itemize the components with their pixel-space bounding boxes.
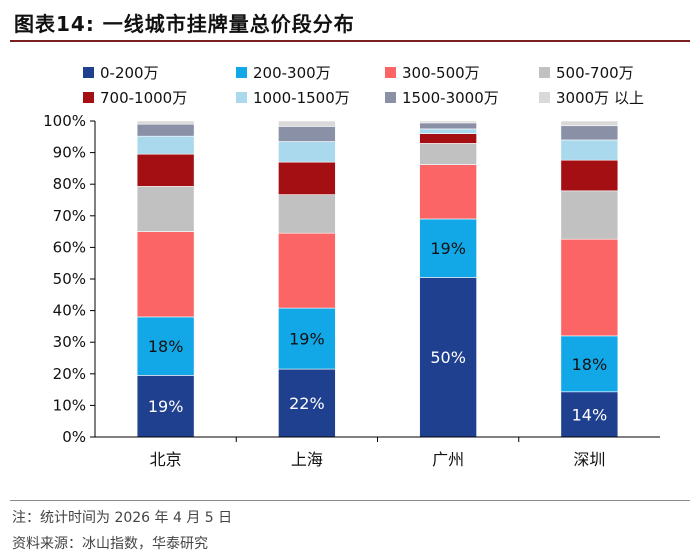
legend-item: 1000-1500万 <box>236 87 350 108</box>
title-divider <box>10 40 690 42</box>
data-label: 18% <box>148 337 184 356</box>
legend-swatch <box>83 67 94 78</box>
figure-title: 图表14: 一线城市挂牌量总价段分布 <box>14 12 355 36</box>
legend-swatch <box>539 92 550 103</box>
y-tick-label: 100% <box>43 112 86 130</box>
bar-segment <box>136 316 195 376</box>
legend-swatch <box>385 92 396 103</box>
legend-label: 1000-1500万 <box>253 89 350 107</box>
x-category-label: 广州 <box>432 450 464 469</box>
bar-segment <box>560 120 619 127</box>
legend-swatch <box>385 67 396 78</box>
legend-item: 200-300万 <box>236 62 331 83</box>
bar-segment <box>419 164 477 220</box>
legend-item: 300-500万 <box>385 62 480 83</box>
bar-segment <box>419 120 477 124</box>
legend-item: 700-1000万 <box>83 87 187 108</box>
legend-label: 500-700万 <box>556 64 634 82</box>
legend-swatch <box>236 67 247 78</box>
y-tick-label: 10% <box>53 396 86 414</box>
stacked-bar-chart: 0% 10% 20% 30% 40% 50% 60% 70% 80% 90% 100% 19% 18%… <box>43 112 660 469</box>
y-tick-label: 90% <box>53 144 86 162</box>
footer-divider <box>10 500 690 501</box>
y-tick-label: 40% <box>53 302 86 320</box>
data-label: 18% <box>572 355 608 374</box>
y-axis: 0% 10% 20% 30% 40% 50% 60% 70% 80% 90% 100% <box>43 112 96 446</box>
bar-segment <box>419 128 477 134</box>
bar-segment <box>136 231 195 318</box>
bar-segment <box>136 186 195 232</box>
y-tick-label: 80% <box>53 175 86 193</box>
legend-swatch <box>236 92 247 103</box>
bar-segment <box>278 307 336 370</box>
x-category-label: 上海 <box>291 450 323 469</box>
y-tick-label: 60% <box>53 238 86 256</box>
bar-segment <box>278 120 336 127</box>
legend-label: 1500-3000万 <box>402 89 499 107</box>
bar-segment <box>136 153 195 187</box>
legend-item: 0-200万 <box>83 62 159 83</box>
bar-segment <box>560 238 619 337</box>
x-category-label: 北京 <box>150 450 182 469</box>
legend-label: 200-300万 <box>253 64 331 82</box>
x-axis: 北京 上海 广州 深圳 <box>95 436 660 469</box>
bar-segment <box>278 161 336 195</box>
bar-segment <box>560 125 619 141</box>
legend-swatch <box>83 92 94 103</box>
bar-segment <box>136 123 195 137</box>
y-tick-label: 30% <box>53 333 86 351</box>
y-tick-label: 20% <box>53 365 86 383</box>
bar-segment <box>560 190 619 240</box>
bar-segment <box>278 232 336 309</box>
data-label: 19% <box>430 239 466 258</box>
bar-segment <box>136 135 195 155</box>
bar-segment <box>419 133 477 144</box>
data-label: 14% <box>572 405 608 424</box>
footnote-date: 注：统计时间为 2026 年 4 月 5 日 <box>12 510 233 526</box>
legend-label: 300-500万 <box>402 64 480 82</box>
x-category-label: 深圳 <box>573 450 605 469</box>
legend-label: 0-200万 <box>100 64 159 82</box>
footnote-source: 资料来源：冰山指数，华泰研究 <box>12 536 208 552</box>
bar-segment <box>136 120 195 125</box>
y-tick-label: 50% <box>53 270 86 288</box>
bar-segment <box>278 141 336 163</box>
data-label: 50% <box>430 348 466 367</box>
y-tick-label: 70% <box>53 207 86 225</box>
bar-segment <box>560 159 619 192</box>
bar-stacks: 19% 18% 22% 19% 50% 19% 14% 18% <box>136 120 619 438</box>
legend-item: 1500-3000万 <box>385 87 499 108</box>
legend-label: 3000万 以上 <box>556 89 644 107</box>
bar-segment <box>560 335 619 393</box>
data-label: 22% <box>289 394 325 413</box>
bar-segment <box>419 218 477 278</box>
bar-segment <box>560 139 619 161</box>
data-label: 19% <box>289 330 325 349</box>
bar-segment <box>278 194 336 234</box>
legend-item: 500-700万 <box>539 62 634 83</box>
legend-label: 700-1000万 <box>100 89 188 107</box>
data-label: 19% <box>148 397 184 416</box>
legend-item: 3000万 以上 <box>539 87 644 108</box>
y-tick-label: 0% <box>62 428 86 446</box>
legend-swatch <box>539 67 550 78</box>
bar-segment <box>419 122 477 130</box>
bar-segment <box>419 143 477 165</box>
bar-segment <box>278 126 336 142</box>
